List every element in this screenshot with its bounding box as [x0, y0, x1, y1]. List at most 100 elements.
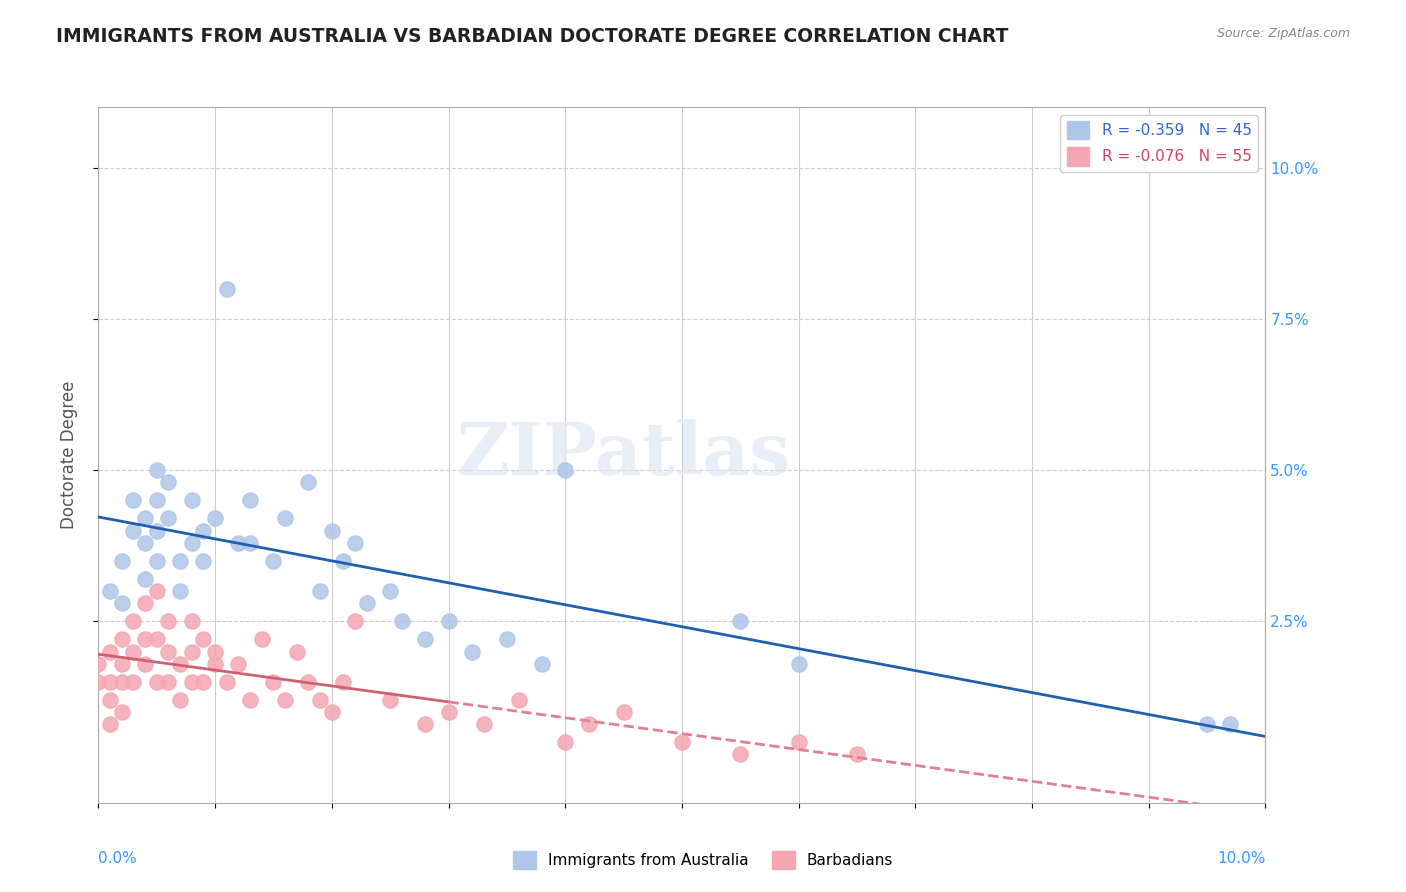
Point — [98, 584, 121, 599]
Point — [297, 475, 319, 490]
Point — [508, 693, 530, 707]
Point — [239, 535, 262, 549]
Point — [122, 524, 145, 538]
Point — [671, 735, 693, 749]
Point — [321, 705, 343, 719]
Point — [157, 644, 180, 658]
Point — [180, 644, 202, 658]
Text: 10.0%: 10.0% — [1218, 851, 1265, 866]
Y-axis label: Doctorate Degree: Doctorate Degree — [59, 381, 77, 529]
Point — [180, 493, 202, 508]
Point — [146, 632, 169, 647]
Point — [378, 584, 402, 599]
Point — [169, 693, 191, 707]
Point — [157, 674, 180, 689]
Point — [274, 511, 297, 525]
Point — [122, 644, 145, 658]
Point — [228, 535, 250, 549]
Point — [274, 693, 297, 707]
Point — [87, 674, 110, 689]
Point — [845, 747, 868, 762]
Point — [157, 511, 180, 525]
Point — [495, 632, 517, 647]
Point — [239, 493, 262, 508]
Point — [169, 657, 191, 671]
Point — [461, 644, 484, 658]
Point — [413, 632, 436, 647]
Point — [193, 554, 215, 568]
Point — [193, 674, 215, 689]
Point — [146, 493, 169, 508]
Legend: R = -0.359   N = 45, R = -0.076   N = 55: R = -0.359 N = 45, R = -0.076 N = 55 — [1060, 115, 1258, 172]
Point — [239, 693, 262, 707]
Point — [134, 596, 156, 610]
Point — [98, 717, 121, 731]
Point — [787, 735, 810, 749]
Point — [180, 674, 202, 689]
Point — [204, 657, 226, 671]
Point — [554, 735, 576, 749]
Point — [111, 657, 134, 671]
Point — [98, 674, 121, 689]
Point — [1219, 717, 1241, 731]
Point — [332, 674, 354, 689]
Point — [309, 693, 332, 707]
Point — [134, 657, 156, 671]
Point — [146, 674, 169, 689]
Point — [530, 657, 553, 671]
Point — [413, 717, 436, 731]
Point — [180, 535, 202, 549]
Point — [193, 632, 215, 647]
Point — [204, 644, 226, 658]
Point — [215, 674, 238, 689]
Point — [134, 572, 156, 586]
Point — [344, 615, 367, 629]
Point — [787, 657, 810, 671]
Point — [728, 615, 751, 629]
Text: IMMIGRANTS FROM AUSTRALIA VS BARBADIAN DOCTORATE DEGREE CORRELATION CHART: IMMIGRANTS FROM AUSTRALIA VS BARBADIAN D… — [56, 27, 1008, 45]
Point — [612, 705, 634, 719]
Point — [111, 705, 134, 719]
Point — [122, 615, 145, 629]
Point — [437, 705, 460, 719]
Point — [437, 615, 460, 629]
Point — [472, 717, 495, 731]
Point — [180, 615, 202, 629]
Point — [134, 535, 156, 549]
Point — [111, 554, 134, 568]
Point — [146, 463, 169, 477]
Point — [193, 524, 215, 538]
Point — [262, 554, 284, 568]
Point — [87, 657, 110, 671]
Point — [111, 596, 134, 610]
Point — [391, 615, 413, 629]
Point — [332, 554, 354, 568]
Point — [578, 717, 600, 731]
Point — [204, 511, 226, 525]
Point — [146, 524, 169, 538]
Point — [250, 632, 273, 647]
Point — [98, 644, 121, 658]
Point — [285, 644, 308, 658]
Text: 0.0%: 0.0% — [98, 851, 138, 866]
Point — [98, 693, 121, 707]
Point — [1195, 717, 1218, 731]
Point — [157, 615, 180, 629]
Legend: Immigrants from Australia, Barbadians: Immigrants from Australia, Barbadians — [506, 845, 900, 875]
Point — [134, 511, 156, 525]
Point — [122, 493, 145, 508]
Point — [169, 584, 191, 599]
Point — [228, 657, 250, 671]
Point — [111, 632, 134, 647]
Point — [378, 693, 402, 707]
Point — [146, 584, 169, 599]
Point — [146, 554, 169, 568]
Point — [297, 674, 319, 689]
Point — [169, 554, 191, 568]
Point — [554, 463, 576, 477]
Point — [122, 674, 145, 689]
Point — [321, 524, 343, 538]
Point — [344, 535, 367, 549]
Point — [111, 674, 134, 689]
Point — [262, 674, 284, 689]
